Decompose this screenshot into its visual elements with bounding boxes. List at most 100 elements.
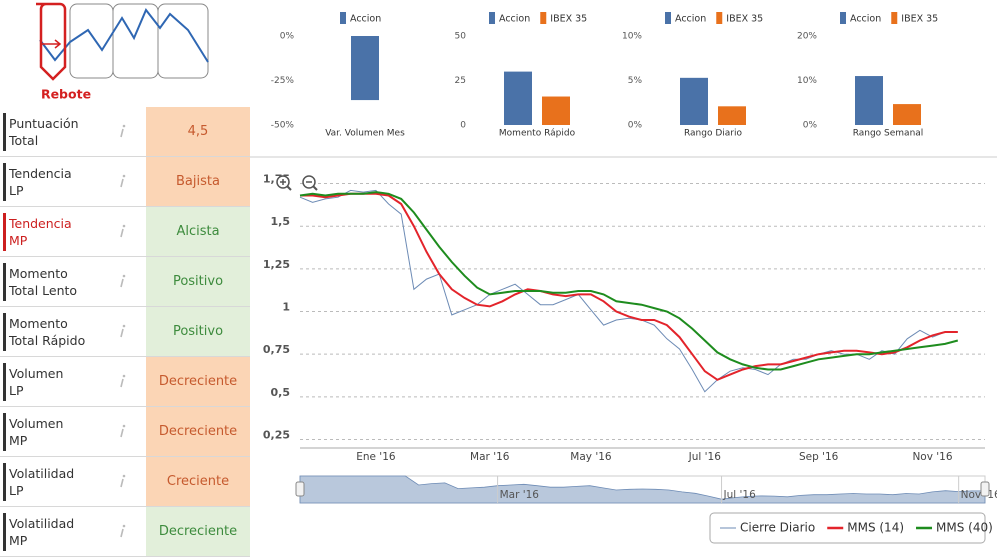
signal-box — [157, 3, 209, 79]
legend-swatch — [340, 12, 346, 24]
signal-arrow — [42, 39, 62, 49]
score-row: Volatilidad LP Creciente — [0, 457, 250, 507]
info-icon[interactable] — [118, 274, 128, 288]
score-row: Momento Total Rápido Positivo — [0, 307, 250, 357]
row-label-line: Tendencia — [9, 166, 72, 181]
row-label-line: MP — [9, 233, 28, 248]
x-tick-label: Ene '16 — [356, 451, 396, 463]
info-icon[interactable] — [118, 124, 128, 138]
row-marker — [3, 113, 6, 151]
row-label: Momento Total Lento — [9, 265, 77, 299]
y-tick-label: 1 — [282, 301, 290, 314]
zoom-handle — [286, 185, 292, 191]
bar — [504, 71, 532, 125]
y-tick-label: 0 — [460, 121, 466, 131]
row-value: Decreciente — [146, 407, 250, 456]
signal-label: Rebote — [41, 87, 91, 102]
bar — [855, 76, 883, 125]
y-tick-label: 5% — [628, 76, 643, 86]
legend-box — [709, 512, 986, 544]
info-icon[interactable] — [118, 374, 128, 388]
legend-label: Accion — [850, 14, 881, 25]
info-icon[interactable] — [118, 324, 128, 338]
row-label-line: Volatilidad — [9, 466, 75, 481]
row-label-line: Momento — [9, 266, 68, 281]
navigator-area — [299, 475, 986, 504]
row-value: Creciente — [146, 457, 250, 506]
x-tick-label: Sep '16 — [799, 451, 839, 463]
bar — [680, 77, 708, 125]
y-tick-label: 50 — [455, 32, 467, 42]
score-row: Volumen MP Decreciente — [0, 407, 250, 457]
bar — [542, 96, 570, 125]
score-row: Volatilidad MP Decreciente — [0, 507, 250, 557]
score-row: Tendencia MP Alcista — [0, 207, 250, 257]
x-tick-label: Rango Diario — [684, 129, 743, 139]
navigator-label: Jul '16 — [723, 489, 757, 501]
row-value: Positivo — [146, 257, 250, 306]
row-value: Bajista — [146, 157, 250, 206]
y-tick-label: 10% — [622, 32, 642, 42]
row-label-line: Momento — [9, 316, 68, 331]
signal-line — [39, 8, 209, 63]
legend-swatch — [891, 12, 898, 24]
navigator-label: Mar '16 — [500, 489, 540, 501]
score-row: Momento Total Lento Positivo — [0, 257, 250, 307]
legend-swatch — [489, 12, 495, 24]
legend-label: MMS (40) — [936, 521, 993, 535]
row-marker — [3, 263, 6, 301]
zoom-button[interactable] — [276, 175, 292, 191]
score-row: Tendencia LP Bajista — [0, 157, 250, 207]
info-icon[interactable] — [118, 224, 128, 238]
info-icon[interactable] — [118, 174, 128, 188]
y-tick-label: 0,75 — [263, 343, 290, 356]
line — [300, 192, 958, 381]
navigator-handle[interactable] — [980, 481, 990, 497]
row-value: 4,5 — [146, 107, 250, 156]
y-tick-label: 0,25 — [263, 428, 290, 441]
legend-swatch — [540, 12, 547, 24]
signal-icon: Rebote — [36, 2, 209, 102]
legend-label: Accion — [675, 14, 706, 25]
navigator-handle[interactable] — [295, 481, 305, 497]
info-icon[interactable] — [118, 474, 128, 488]
row-marker — [3, 213, 6, 251]
x-tick-label: Rango Semanal — [853, 129, 924, 139]
legend-label: IBEX 35 — [550, 14, 587, 25]
y-tick-label: 10% — [797, 76, 817, 86]
row-marker — [3, 413, 6, 451]
row-value: Positivo — [146, 307, 250, 356]
y-tick-label: -50% — [271, 121, 295, 131]
bar — [351, 36, 379, 101]
legend-label: IBEX 35 — [901, 14, 938, 25]
info-icon[interactable] — [118, 424, 128, 438]
y-tick-label: -25% — [271, 76, 295, 86]
row-value: Decreciente — [146, 357, 250, 406]
row-value: Decreciente — [146, 507, 250, 556]
row-label: Volumen LP — [9, 365, 63, 399]
x-tick-label: Nov '16 — [912, 451, 952, 463]
bar — [893, 104, 921, 125]
signal-box — [112, 3, 159, 79]
legend-swatch — [665, 12, 671, 24]
row-marker — [3, 313, 6, 351]
row-label-line: LP — [9, 183, 24, 198]
score-row: Puntuación Total 4,5 — [0, 107, 250, 157]
row-label-line: MP — [9, 533, 28, 548]
y-tick-label: 0% — [280, 32, 295, 42]
zoom-button[interactable] — [302, 175, 318, 191]
row-label: Tendencia MP — [9, 215, 72, 249]
row-label-line: LP — [9, 483, 24, 498]
row-label-line: Volatilidad — [9, 516, 75, 531]
row-label: Volatilidad MP — [9, 515, 74, 549]
legend-label: Accion — [499, 14, 530, 25]
legend-swatch — [840, 12, 846, 24]
row-marker — [3, 163, 6, 201]
info-icon[interactable] — [118, 524, 128, 538]
legend-label: Accion — [350, 14, 381, 25]
row-label-line: Total Rápido — [9, 333, 86, 348]
line — [299, 191, 959, 371]
y-tick-label: 0,5 — [271, 386, 291, 399]
row-label-line: MP — [9, 433, 28, 448]
